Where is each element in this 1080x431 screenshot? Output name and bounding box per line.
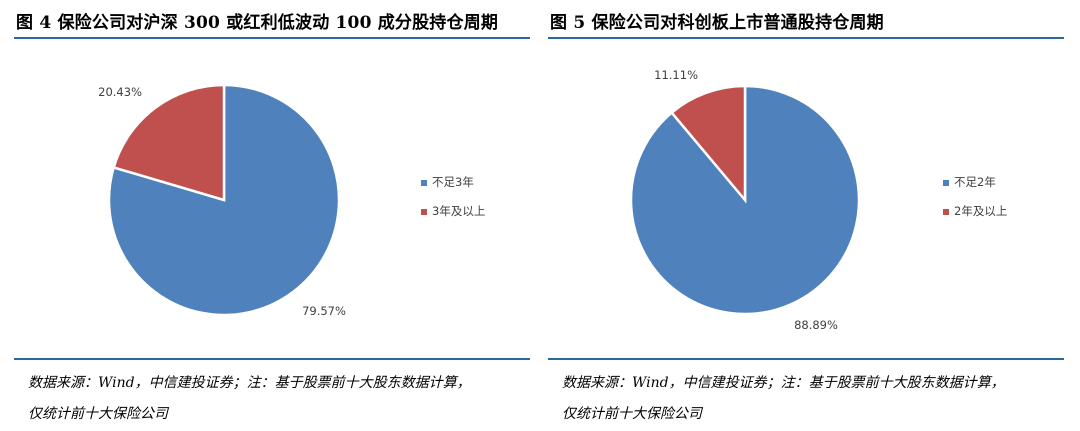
legend-label: 2年及以上 [954, 204, 1007, 218]
figure-4-pie-chart: 79.57% 不足3年 20.43% 3年及以上 [98, 83, 485, 318]
source-line-2: 仅统计前十大保险公司 [562, 406, 702, 422]
legend-marker [943, 180, 949, 186]
figure-4-title: 图 4 保险公司对沪深 300 或红利低波动 100 成分股持仓周期 [16, 13, 499, 33]
legend-label: 不足2年 [954, 175, 996, 189]
legend-marker [421, 180, 427, 186]
figure-5-title: 图 5 保险公司对科创板上市普通股持仓周期 [550, 13, 884, 33]
figure-5-panel: 图 5 保险公司对科创板上市普通股持仓周期 88.89% 不足2年 11.11% 2年… [548, 0, 1064, 431]
slice-value-label: 79.57% [302, 304, 346, 318]
figure-5-pie-chart: 88.89% 不足2年 11.11% 2年及以上 [629, 68, 1007, 332]
title-divider [548, 37, 1064, 39]
pie-slice-2 [669, 84, 747, 204]
source-divider [548, 358, 1064, 360]
slice-value-label: 88.89% [794, 318, 838, 332]
slice-value-label: 11.11% [654, 68, 698, 82]
source-line-1: 数据来源：Wind，中信建投证券；注：基于股票前十大股东数据计算， [562, 375, 1005, 391]
title-divider [14, 37, 530, 39]
legend-label: 不足3年 [432, 175, 474, 189]
source-divider [14, 358, 530, 360]
slice-value-label: 20.43% [98, 85, 142, 99]
legend-marker [421, 209, 427, 215]
legend-marker [943, 209, 949, 215]
figure-4-panel: 图 4 保险公司对沪深 300 或红利低波动 100 成分股持仓周期 79.57… [14, 0, 530, 431]
figure-4-source-note: 数据来源：Wind，中信建投证券；注：基于股票前十大股东数据计算， 仅统计前十大… [28, 368, 528, 430]
source-line-2: 仅统计前十大保险公司 [28, 406, 168, 422]
legend-label: 3年及以上 [432, 204, 485, 218]
source-line-1: 数据来源：Wind，中信建投证券；注：基于股票前十大股东数据计算， [28, 375, 471, 391]
figure-5-source-note: 数据来源：Wind，中信建投证券；注：基于股票前十大股东数据计算， 仅统计前十大… [562, 368, 1062, 430]
pie-slice-2 [112, 83, 226, 202]
